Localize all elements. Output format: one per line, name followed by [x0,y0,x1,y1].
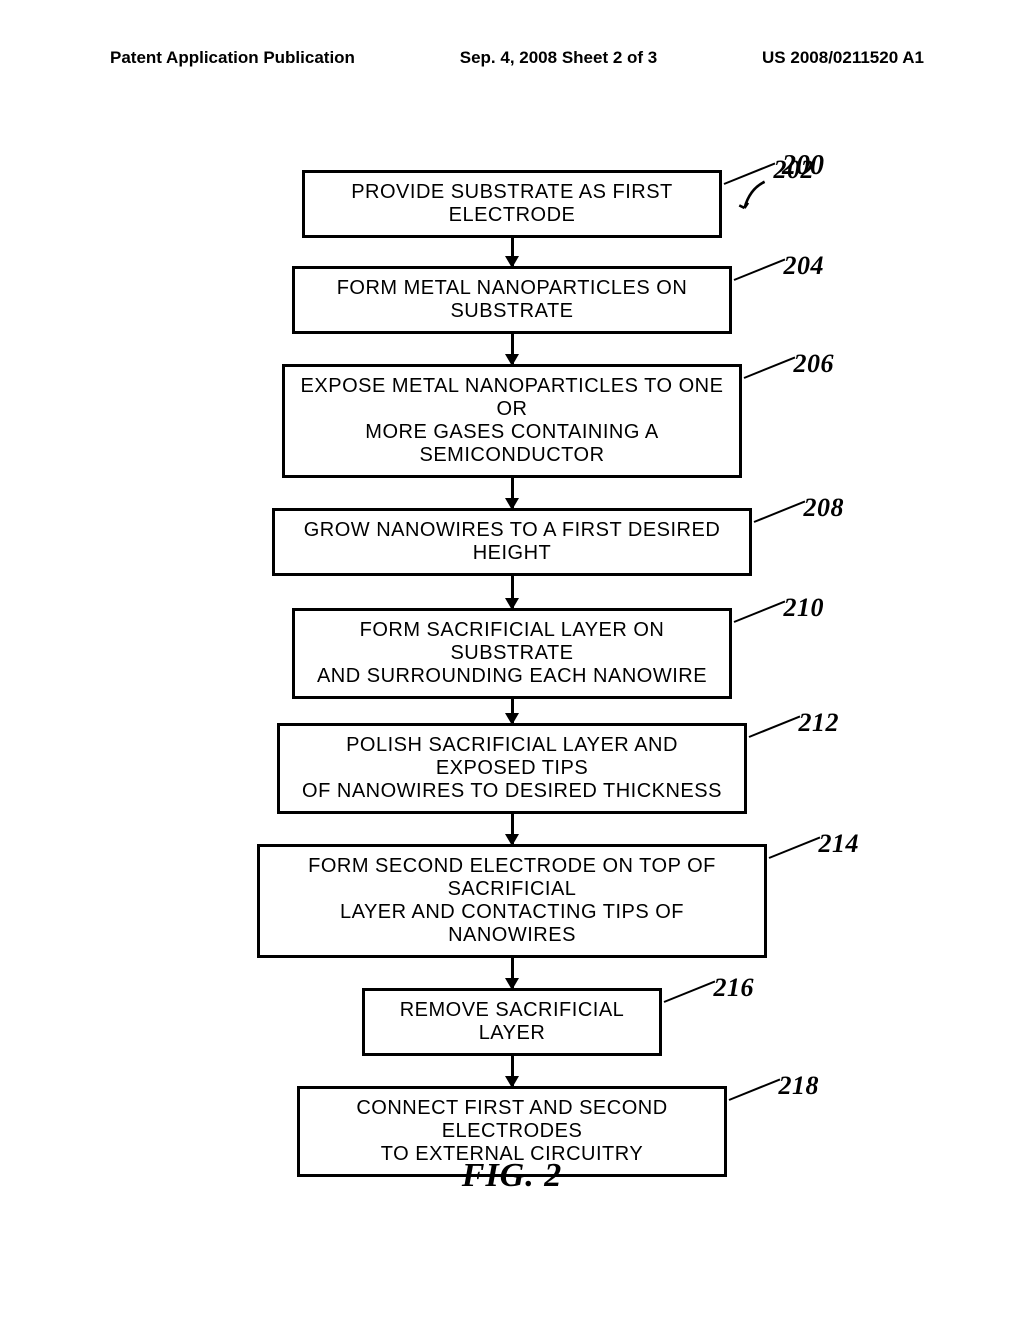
header-center: Sep. 4, 2008 Sheet 2 of 3 [460,48,657,68]
flow-box-204: FORM METAL NANOPARTICLES ON SUBSTRATE204 [292,266,732,334]
ref-label-202: 202 [774,155,815,185]
flow-box-214: FORM SECOND ELECTRODE ON TOP OF SACRIFIC… [257,844,767,958]
flowchart: PROVIDE SUBSTRATE AS FIRST ELECTRODE202 F… [0,170,1024,1177]
ref-label-216: 216 [714,973,755,1003]
flow-box-text: POLISH SACRIFICIAL LAYER AND EXPOSED TIP… [294,734,730,780]
ref-leader [664,980,716,1002]
ref-leader [754,500,806,522]
ref-leader [769,836,821,858]
ref-label-204: 204 [784,251,825,281]
header-right: US 2008/0211520 A1 [762,48,924,68]
ref-leader [724,162,776,184]
page-header: Patent Application Publication Sep. 4, 2… [0,48,1024,68]
flow-box-text: FORM METAL NANOPARTICLES ON SUBSTRATE [309,277,715,323]
flow-arrow [511,334,514,364]
ref-leader [734,600,786,622]
flow-box-text: PROVIDE SUBSTRATE AS FIRST ELECTRODE [319,181,705,227]
flow-box-text: GROW NANOWIRES TO A FIRST DESIRED HEIGHT [289,519,735,565]
flow-box-text: CONNECT FIRST AND SECOND ELECTRODES [314,1097,710,1143]
ref-label-212: 212 [799,708,840,738]
header-left: Patent Application Publication [110,48,355,68]
flow-box-text: AND SURROUNDING EACH NANOWIRE [309,665,715,688]
flow-arrow [511,699,514,723]
ref-label-208: 208 [804,493,845,523]
ref-leader [749,715,801,737]
flow-arrow [511,814,514,844]
flow-arrow [511,238,514,266]
ref-label-218: 218 [779,1071,820,1101]
flow-box-210: FORM SACRIFICIAL LAYER ON SUBSTRATEAND S… [292,608,732,699]
flow-box-202: PROVIDE SUBSTRATE AS FIRST ELECTRODE202 [302,170,722,238]
flow-box-text: FORM SECOND ELECTRODE ON TOP OF SACRIFIC… [274,855,750,901]
ref-label-214: 214 [819,829,860,859]
flow-box-208: GROW NANOWIRES TO A FIRST DESIRED HEIGHT… [272,508,752,576]
ref-leader [734,258,786,280]
flow-box-text: LAYER AND CONTACTING TIPS OF NANOWIRES [274,901,750,947]
flow-arrow [511,958,514,988]
flow-box-text: MORE GASES CONTAINING A SEMICONDUCTOR [299,421,725,467]
flow-arrow [511,576,514,608]
flow-arrow [511,478,514,508]
flow-arrow [511,1056,514,1086]
flow-box-206: EXPOSE METAL NANOPARTICLES TO ONE ORMORE… [282,364,742,478]
flow-box-text: EXPOSE METAL NANOPARTICLES TO ONE OR [299,375,725,421]
flow-box-text: REMOVE SACRIFICIAL LAYER [379,999,645,1045]
flow-box-216: REMOVE SACRIFICIAL LAYER216 [362,988,662,1056]
flow-box-212: POLISH SACRIFICIAL LAYER AND EXPOSED TIP… [277,723,747,814]
ref-leader [744,356,796,378]
ref-label-206: 206 [794,349,835,379]
ref-leader [729,1078,781,1100]
figure-label: FIG. 2 [0,1157,1024,1195]
ref-label-210: 210 [784,593,825,623]
flow-box-text: FORM SACRIFICIAL LAYER ON SUBSTRATE [309,619,715,665]
flow-box-text: OF NANOWIRES TO DESIRED THICKNESS [294,780,730,803]
